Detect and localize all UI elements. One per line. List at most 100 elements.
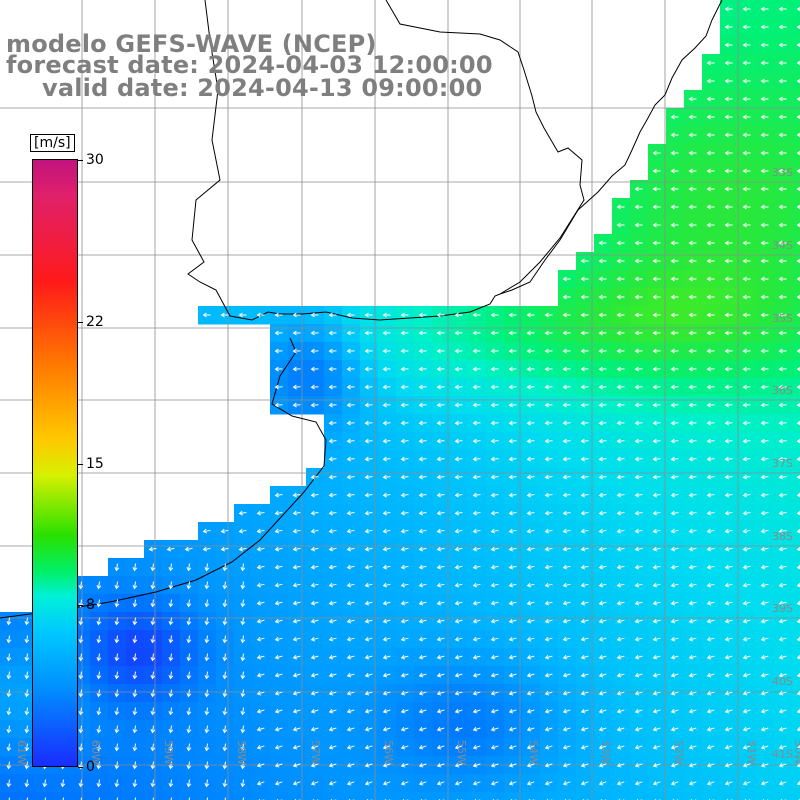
wind-arrow bbox=[778, 402, 787, 408]
wind-arrow bbox=[472, 762, 481, 768]
wind-arrow bbox=[292, 582, 301, 588]
wind-arrow bbox=[6, 779, 12, 788]
wind-arrow bbox=[526, 690, 535, 696]
wind-arrow bbox=[382, 492, 391, 498]
wind-arrow bbox=[186, 761, 192, 770]
wind-arrow bbox=[382, 366, 391, 372]
wind-arrow bbox=[688, 204, 697, 210]
wind-cell bbox=[792, 432, 800, 451]
wind-arrow bbox=[742, 132, 751, 138]
wind-arrow bbox=[490, 780, 499, 786]
wind-arrow bbox=[240, 599, 246, 608]
wind-arrow bbox=[598, 240, 607, 246]
wind-arrow bbox=[472, 384, 481, 390]
wind-arrow bbox=[598, 294, 607, 300]
wind-arrow bbox=[670, 492, 679, 498]
wind-arrow bbox=[256, 636, 265, 642]
wind-arrow bbox=[580, 528, 589, 534]
colorbar-tick-label: 15 bbox=[86, 455, 104, 472]
wind-arrow bbox=[634, 312, 643, 318]
wind-arrow bbox=[328, 384, 337, 390]
wind-arrow bbox=[436, 564, 445, 570]
wind-cell bbox=[468, 792, 487, 800]
wind-arrow bbox=[364, 726, 373, 732]
wind-arrow bbox=[652, 708, 661, 714]
wind-arrow bbox=[132, 725, 138, 734]
wind-arrow bbox=[634, 492, 643, 498]
wind-arrow bbox=[274, 366, 283, 372]
wind-arrow bbox=[204, 761, 210, 770]
wind-arrow bbox=[238, 528, 247, 534]
wind-cell bbox=[792, 576, 800, 595]
wind-arrow bbox=[724, 348, 733, 354]
wind-arrow bbox=[778, 330, 787, 336]
wind-arrow bbox=[706, 204, 715, 210]
wind-arrow bbox=[222, 689, 228, 698]
wind-arrow bbox=[150, 581, 156, 590]
wind-arrow bbox=[400, 636, 409, 642]
wind-arrow bbox=[598, 654, 607, 660]
wind-arrow bbox=[706, 636, 715, 642]
wind-arrow bbox=[508, 348, 517, 354]
wind-cell bbox=[108, 792, 127, 800]
wind-arrow bbox=[132, 761, 138, 770]
wind-arrow bbox=[96, 617, 102, 626]
wind-arrow bbox=[382, 438, 391, 444]
wind-arrow bbox=[204, 653, 210, 662]
wind-arrow bbox=[186, 725, 192, 734]
wind-arrow bbox=[454, 618, 463, 624]
wind-arrow bbox=[6, 671, 12, 680]
wind-arrow bbox=[526, 654, 535, 660]
wind-arrow bbox=[364, 456, 373, 462]
wind-arrow bbox=[436, 600, 445, 606]
wind-arrow bbox=[688, 420, 697, 426]
wind-arrow bbox=[706, 744, 715, 750]
wind-arrow bbox=[598, 744, 607, 750]
wind-arrow bbox=[580, 600, 589, 606]
wind-arrow bbox=[364, 618, 373, 624]
wind-arrow bbox=[454, 348, 463, 354]
wind-arrow bbox=[274, 726, 283, 732]
wind-arrow bbox=[742, 384, 751, 390]
wind-arrow bbox=[490, 474, 499, 480]
wind-arrow bbox=[760, 744, 769, 750]
wind-arrow bbox=[418, 582, 427, 588]
wind-arrow bbox=[454, 636, 463, 642]
wind-arrow bbox=[760, 474, 769, 480]
wind-arrow bbox=[724, 186, 733, 192]
wind-arrow bbox=[364, 654, 373, 660]
wind-arrow bbox=[328, 672, 337, 678]
wind-arrow bbox=[724, 384, 733, 390]
wind-arrow bbox=[778, 294, 787, 300]
wind-arrow bbox=[580, 294, 589, 300]
wind-arrow bbox=[364, 492, 373, 498]
wind-arrow bbox=[634, 744, 643, 750]
wind-arrow bbox=[760, 6, 769, 12]
wind-arrow bbox=[436, 636, 445, 642]
wind-arrow bbox=[418, 546, 427, 552]
wind-arrow bbox=[292, 690, 301, 696]
wind-arrow bbox=[652, 618, 661, 624]
wind-arrow bbox=[96, 761, 102, 770]
wind-arrow bbox=[204, 689, 210, 698]
wind-arrow bbox=[670, 330, 679, 336]
wind-arrow bbox=[418, 456, 427, 462]
wind-arrow bbox=[724, 222, 733, 228]
wind-arrow bbox=[116, 797, 119, 800]
wind-arrow bbox=[6, 725, 12, 734]
wind-arrow bbox=[670, 402, 679, 408]
wind-arrow bbox=[526, 636, 535, 642]
wind-arrow bbox=[400, 780, 409, 786]
wind-arrow bbox=[544, 726, 553, 732]
wind-arrow bbox=[222, 653, 228, 662]
wind-arrow bbox=[328, 420, 337, 426]
wind-arrow bbox=[508, 528, 517, 534]
longitude-label: 51W bbox=[745, 740, 758, 765]
wind-arrow bbox=[240, 653, 246, 662]
wind-cell bbox=[792, 126, 800, 145]
wind-arrow bbox=[634, 690, 643, 696]
wind-arrow bbox=[168, 617, 174, 626]
wind-arrow bbox=[688, 258, 697, 264]
wind-arrow bbox=[742, 582, 751, 588]
